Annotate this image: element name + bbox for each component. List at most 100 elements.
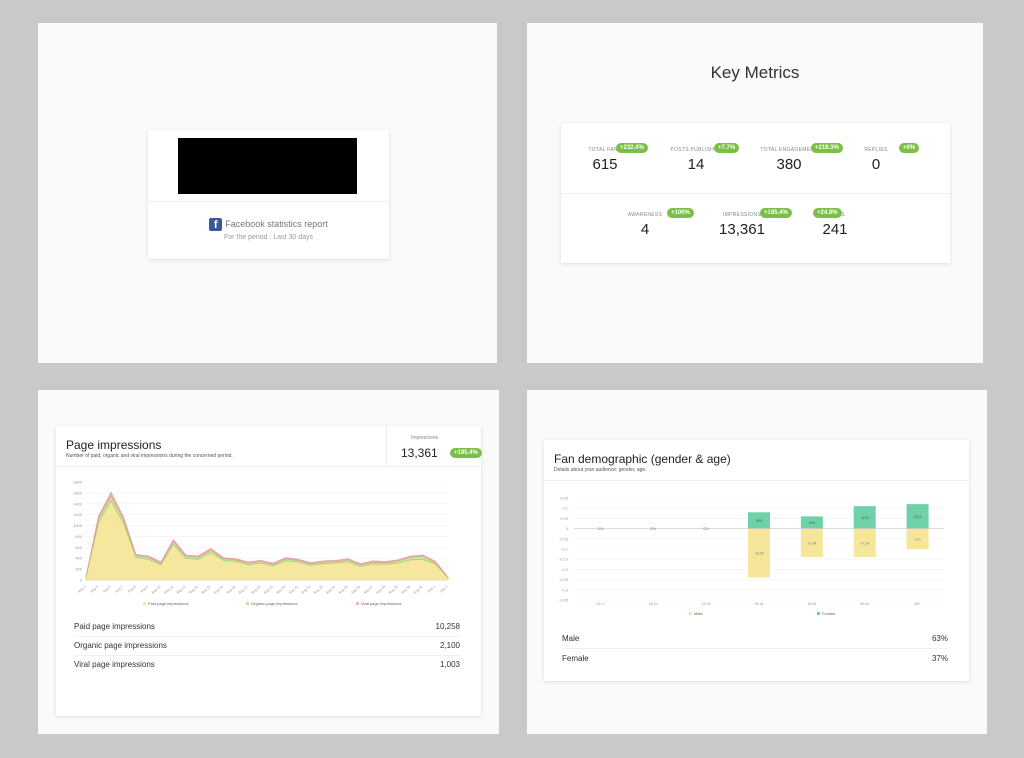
summary-label: Female	[562, 654, 589, 663]
y-tick-label: -0.1	[561, 547, 569, 552]
page-impressions-slide: Page impressions Number of paid, organic…	[38, 390, 499, 734]
metric-badge: +0%	[899, 143, 920, 153]
male-data-label: -0.14	[860, 540, 870, 545]
male-data-label: -0.24	[754, 551, 764, 556]
x-tick-label: Aug 6	[102, 585, 112, 594]
male-bar	[906, 528, 929, 549]
y-tick-label: 800	[75, 534, 82, 539]
y-tick-label: -0.25	[559, 577, 569, 582]
legend-swatch	[143, 602, 146, 606]
legend-item: Female	[817, 611, 835, 616]
y-tick-label: 1400	[73, 501, 83, 506]
legend-item: Paid page impressions	[143, 601, 188, 606]
series-area	[85, 491, 449, 578]
x-tick-label: Aug 18	[250, 585, 261, 595]
summary-row: Female 37%	[562, 650, 948, 668]
x-tick-label: Aug 4	[77, 585, 87, 594]
x-tick-label: Aug 21	[288, 585, 299, 595]
y-tick-label: 200	[75, 567, 82, 572]
report-period: For the period : Last 30 days	[223, 234, 314, 241]
metric-value: 380	[776, 156, 802, 173]
metric-awareness: AWARENESS 4	[605, 212, 685, 238]
summary-row: Paid page impressions 10,258	[74, 618, 460, 637]
metric-replies: REPLIES 0	[836, 147, 916, 173]
series-area	[85, 500, 449, 581]
summary-row: Male 63%	[562, 630, 948, 649]
fan-demographic-card: Fan demographic (gender & age) Details a…	[544, 440, 969, 681]
legend-label: Organic page impressions	[251, 601, 298, 606]
report-title: Facebook statistics report	[225, 218, 328, 229]
metric-value: 615	[592, 156, 618, 173]
redacted-logo	[178, 138, 357, 194]
y-tick-label: 0	[80, 578, 83, 583]
metric-value: 0	[871, 156, 881, 173]
key-metrics-slide: Key Metrics TOTAL FANS 615 +232.4% POSTS…	[527, 23, 983, 363]
y-tick-label: -0.3	[561, 587, 569, 592]
metric-badge: +232.4%	[616, 143, 648, 153]
male-data-label: -0.1	[914, 536, 922, 541]
x-tick-label: Aug 15	[213, 585, 224, 595]
summary-value: 10,258	[435, 622, 460, 631]
key-metrics-card: TOTAL FANS 615 +232.4% POSTS PUBLISHED 1…	[561, 123, 950, 263]
x-tick-label: 35-44	[755, 602, 764, 606]
cover-card: f Facebook statistics report For the peri…	[148, 130, 389, 259]
report-title-line: f Facebook statistics report	[148, 218, 389, 231]
metric-badge: +195.4%	[760, 208, 792, 218]
metric-impressions: IMPRESSIONS 13,361	[702, 212, 782, 238]
male-bar	[800, 528, 823, 558]
legend-label: Paid page impressions	[148, 601, 189, 606]
y-tick-label: 1800	[73, 480, 83, 485]
summary-label: Organic page impressions	[74, 641, 167, 650]
page-impressions-title: Page impressions	[66, 438, 162, 452]
x-tick-label: Aug 31	[413, 585, 424, 595]
fan-demographic-title: Fan demographic (gender & age)	[554, 452, 731, 466]
summary-row: Viral page impressions 1,003	[74, 656, 460, 674]
cover-slide: f Facebook statistics report For the peri…	[38, 23, 497, 363]
page-impressions-subtitle: Number of paid, organic and viral impres…	[66, 453, 233, 459]
summary-label: Male	[562, 634, 580, 643]
y-tick-label: -0.05	[559, 536, 569, 541]
metric-label: TOTAL FANS	[588, 147, 622, 153]
summary-label: Viral page impressions	[74, 660, 155, 669]
metric-posts-published: POSTS PUBLISHED 14	[656, 147, 736, 173]
x-tick-label: Aug 10	[150, 585, 161, 595]
y-tick-label: 0.15	[560, 496, 569, 501]
x-tick-label: Aug 5	[90, 585, 100, 594]
legend-label: Viral page impressions	[361, 601, 402, 606]
summary-value: 1,003	[439, 660, 460, 669]
x-tick-label: 45-54	[807, 602, 816, 606]
x-tick-label: Aug 7	[115, 585, 125, 594]
metric-badge: +100%	[667, 208, 694, 218]
metric-value: 4	[640, 221, 650, 238]
female-data-label: 6%	[809, 520, 815, 525]
female-bar	[906, 504, 929, 529]
metric-label: AWARENESS	[627, 212, 663, 218]
y-tick-label: 400	[75, 556, 82, 561]
female-data-label: 11%	[861, 515, 869, 520]
y-tick-label: -0.2	[561, 567, 569, 572]
x-tick-label: Aug 26	[350, 585, 361, 595]
summary-label: Paid page impressions	[74, 622, 155, 631]
x-tick-label: 65+	[915, 602, 921, 606]
metric-value: 14	[687, 156, 705, 173]
impressions-kpi-value: 13,361	[401, 446, 438, 460]
x-tick-label: Sep 1	[427, 585, 437, 594]
impressions-kpi: Impressions 13,361 +195.4%	[386, 426, 482, 466]
x-tick-label: Aug 27	[363, 585, 374, 595]
y-tick-label: -0.35	[559, 598, 569, 603]
metric-value: 13,361	[719, 221, 765, 238]
divider	[544, 480, 969, 481]
divider	[56, 466, 481, 467]
impressions-kpi-badge: +195.4%	[450, 448, 482, 458]
x-tick-label: Aug 29	[388, 585, 399, 595]
x-tick-label: Aug 17	[238, 585, 249, 595]
metric-badge: +24.9%	[813, 208, 842, 218]
x-tick-label: 25-34	[702, 602, 711, 606]
demographic-bar-chart: 0.15 0.1 0.05 0 -0.05 -0.1 -0.15 -0.2 -0.25 -0.3 -…	[559, 496, 944, 606]
x-tick-label: Aug 9	[139, 585, 149, 594]
male-data-label: -0.14	[807, 540, 817, 545]
divider	[148, 201, 389, 202]
fan-demographic-slide: Fan demographic (gender & age) Details a…	[527, 390, 987, 734]
summary-value: 63%	[931, 634, 948, 643]
legend-swatch	[356, 602, 359, 606]
